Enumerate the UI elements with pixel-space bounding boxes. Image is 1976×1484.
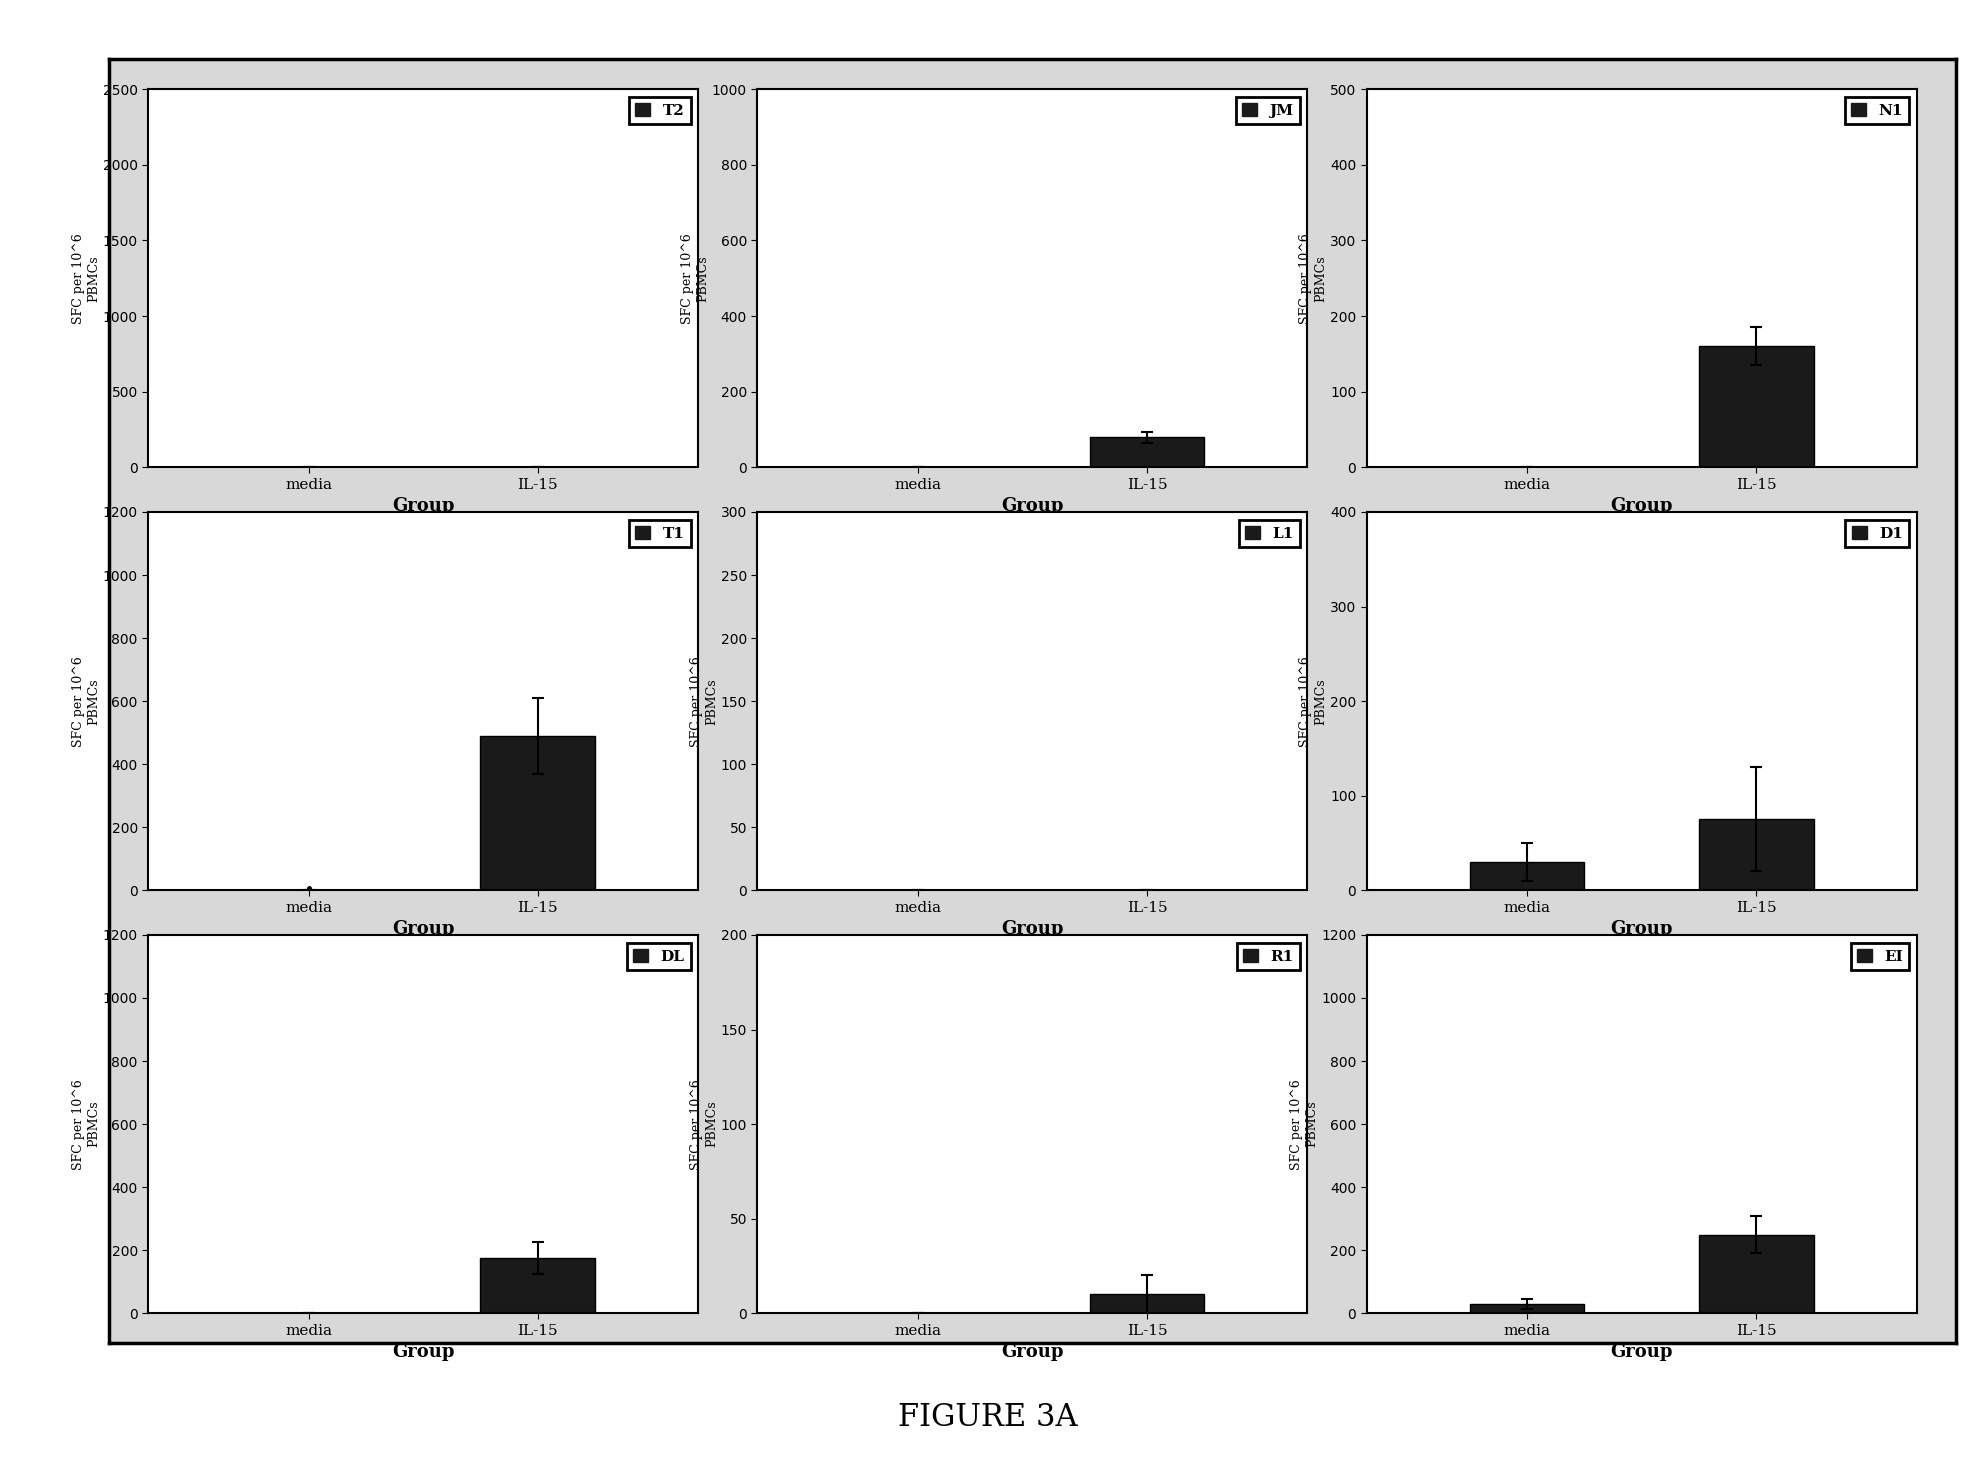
Y-axis label: SFC per 10^6
PBMCs: SFC per 10^6 PBMCs [682,233,709,324]
Legend: N1: N1 [1846,96,1909,125]
X-axis label: Group: Group [1002,920,1063,938]
Legend: L1: L1 [1239,519,1300,548]
Bar [1699,346,1814,467]
X-axis label: Group: Group [1610,1343,1674,1361]
X-axis label: Group: Group [1002,497,1063,515]
Legend: DL: DL [626,942,690,971]
X-axis label: Group: Group [1002,1343,1063,1361]
X-axis label: Group: Group [391,1343,454,1361]
X-axis label: Group: Group [391,920,454,938]
Legend: T1: T1 [628,519,690,548]
Y-axis label: SFC per 10^6
PBMCs: SFC per 10^6 PBMCs [690,656,717,746]
Bar [480,1258,595,1313]
Y-axis label: SFC per 10^6
PBMCs: SFC per 10^6 PBMCs [1298,656,1328,746]
Y-axis label: SFC per 10^6
PBMCs: SFC per 10^6 PBMCs [71,656,101,746]
Legend: JM: JM [1235,96,1300,125]
Bar [1089,438,1203,467]
X-axis label: Group: Group [391,497,454,515]
Bar [1089,1294,1203,1313]
Y-axis label: SFC per 10^6
PBMCs: SFC per 10^6 PBMCs [71,233,101,324]
Legend: EI: EI [1852,942,1909,971]
Y-axis label: SFC per 10^6
PBMCs: SFC per 10^6 PBMCs [1298,233,1328,324]
Y-axis label: SFC per 10^6
PBMCs: SFC per 10^6 PBMCs [71,1079,101,1169]
Bar [1470,862,1585,890]
Legend: T2: T2 [628,96,690,125]
X-axis label: Group: Group [1610,497,1674,515]
X-axis label: Group: Group [1610,920,1674,938]
Bar [1699,1235,1814,1313]
Legend: D1: D1 [1846,519,1909,548]
Y-axis label: SFC per 10^6
PBMCs: SFC per 10^6 PBMCs [1290,1079,1318,1169]
Bar [1470,1304,1585,1313]
Legend: R1: R1 [1237,942,1300,971]
Text: FIGURE 3A: FIGURE 3A [899,1402,1077,1432]
Bar [1699,819,1814,890]
Y-axis label: SFC per 10^6
PBMCs: SFC per 10^6 PBMCs [690,1079,717,1169]
Bar [480,736,595,890]
